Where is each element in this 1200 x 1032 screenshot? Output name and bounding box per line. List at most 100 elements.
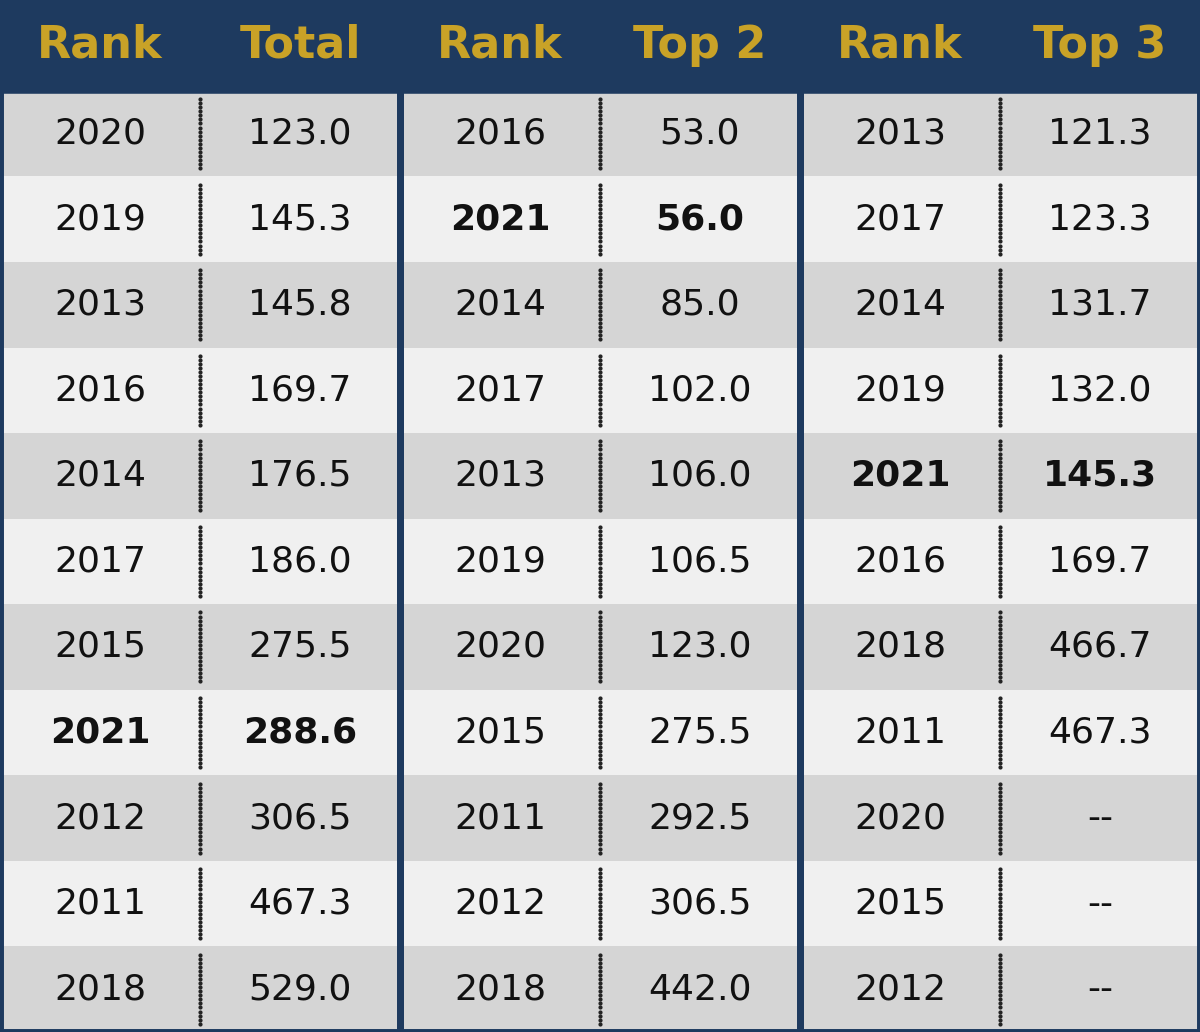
Bar: [0, 604, 400, 689]
Bar: [0, 519, 400, 604]
Bar: [800, 689, 1200, 775]
Text: 2015: 2015: [54, 630, 146, 664]
Bar: [800, 861, 1200, 946]
Text: 2011: 2011: [54, 886, 146, 921]
Bar: [0, 262, 400, 348]
Text: 53.0: 53.0: [660, 117, 740, 151]
Bar: [800, 348, 1200, 433]
Text: 2011: 2011: [454, 801, 546, 835]
Text: 2015: 2015: [854, 886, 946, 921]
Bar: [800, 775, 1200, 861]
Text: 106.5: 106.5: [648, 545, 751, 578]
Bar: [400, 775, 800, 861]
Text: --: --: [1087, 886, 1114, 921]
Text: 292.5: 292.5: [648, 801, 751, 835]
Bar: [0, 0, 400, 91]
Text: 2020: 2020: [54, 117, 146, 151]
Bar: [800, 91, 1200, 176]
Bar: [0, 91, 400, 176]
Text: 306.5: 306.5: [248, 801, 352, 835]
Text: 123.0: 123.0: [648, 630, 751, 664]
Text: 169.7: 169.7: [1049, 545, 1152, 578]
Text: 2018: 2018: [854, 630, 946, 664]
Bar: [0, 946, 400, 1032]
Text: 169.7: 169.7: [248, 374, 352, 408]
Text: 2018: 2018: [454, 972, 546, 1006]
Bar: [0, 433, 400, 519]
Text: 2013: 2013: [854, 117, 946, 151]
Text: 2012: 2012: [854, 972, 946, 1006]
Text: 306.5: 306.5: [648, 886, 751, 921]
Bar: [0, 861, 400, 946]
Text: 2020: 2020: [454, 630, 546, 664]
Text: 2018: 2018: [54, 972, 146, 1006]
Text: 2017: 2017: [854, 202, 946, 236]
Bar: [400, 433, 800, 519]
Bar: [800, 262, 1200, 348]
Bar: [400, 176, 800, 262]
Bar: [800, 519, 1200, 604]
Text: 145.3: 145.3: [248, 202, 352, 236]
Text: 2019: 2019: [854, 374, 946, 408]
Text: 145.8: 145.8: [248, 288, 352, 322]
Bar: [400, 604, 800, 689]
Text: 2021: 2021: [450, 202, 551, 236]
Text: 2015: 2015: [454, 715, 546, 749]
Text: 2017: 2017: [54, 545, 146, 578]
Text: 2014: 2014: [54, 459, 146, 493]
Text: 56.0: 56.0: [655, 202, 744, 236]
Bar: [400, 946, 800, 1032]
Text: 275.5: 275.5: [248, 630, 352, 664]
Bar: [400, 91, 800, 176]
Text: 2012: 2012: [54, 801, 146, 835]
Text: 2020: 2020: [854, 801, 946, 835]
Bar: [0, 176, 400, 262]
Text: 2019: 2019: [454, 545, 546, 578]
Text: 2016: 2016: [854, 545, 946, 578]
Text: 466.7: 466.7: [1049, 630, 1152, 664]
Bar: [800, 176, 1200, 262]
Text: --: --: [1087, 801, 1114, 835]
Bar: [400, 262, 800, 348]
Bar: [800, 433, 1200, 519]
Text: 2014: 2014: [854, 288, 946, 322]
Bar: [0, 348, 400, 433]
Text: 145.3: 145.3: [1043, 459, 1157, 493]
Text: --: --: [1087, 972, 1114, 1006]
Text: 123.3: 123.3: [1049, 202, 1152, 236]
Text: 176.5: 176.5: [248, 459, 352, 493]
Text: Rank: Rank: [437, 24, 563, 67]
Text: Rank: Rank: [838, 24, 962, 67]
Text: 2019: 2019: [54, 202, 146, 236]
Text: 102.0: 102.0: [648, 374, 751, 408]
Text: 2014: 2014: [454, 288, 546, 322]
Text: 2021: 2021: [49, 715, 150, 749]
Text: Top 3: Top 3: [1033, 24, 1166, 67]
Text: 2017: 2017: [454, 374, 546, 408]
Text: Total: Total: [239, 24, 361, 67]
Text: 121.3: 121.3: [1049, 117, 1152, 151]
Text: 2016: 2016: [54, 374, 146, 408]
Text: 275.5: 275.5: [648, 715, 751, 749]
Text: Top 2: Top 2: [634, 24, 767, 67]
Text: 2011: 2011: [854, 715, 946, 749]
Text: 288.6: 288.6: [242, 715, 358, 749]
Bar: [400, 519, 800, 604]
Text: Rank: Rank: [37, 24, 163, 67]
Bar: [800, 946, 1200, 1032]
Bar: [400, 861, 800, 946]
Bar: [400, 689, 800, 775]
Bar: [800, 0, 1200, 91]
Bar: [0, 775, 400, 861]
Bar: [400, 0, 800, 91]
Text: 2012: 2012: [454, 886, 546, 921]
Text: 529.0: 529.0: [248, 972, 352, 1006]
Text: 186.0: 186.0: [248, 545, 352, 578]
Bar: [800, 604, 1200, 689]
Text: 2016: 2016: [454, 117, 546, 151]
Text: 123.0: 123.0: [248, 117, 352, 151]
Text: 131.7: 131.7: [1049, 288, 1152, 322]
Bar: [0, 689, 400, 775]
Text: 442.0: 442.0: [648, 972, 751, 1006]
Text: 2021: 2021: [850, 459, 950, 493]
